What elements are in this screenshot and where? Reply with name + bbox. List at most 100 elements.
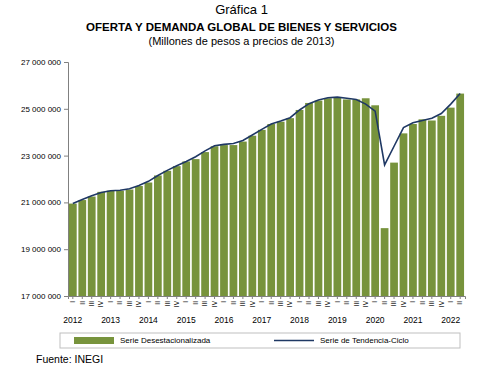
plot: 17 000 00019 000 00021 000 00023 000 000… — [21, 58, 466, 325]
bar — [286, 118, 294, 296]
bar — [343, 99, 351, 296]
x-tick-label: II — [419, 301, 426, 305]
bar — [400, 133, 408, 296]
bar — [154, 175, 162, 296]
y-tick — [64, 202, 68, 203]
year-label: 2017 — [252, 315, 271, 325]
x-tick — [365, 296, 366, 299]
y-axis: 17 000 00019 000 00021 000 00023 000 000… — [21, 58, 69, 301]
x-tick — [450, 296, 451, 299]
bar — [69, 204, 77, 296]
x-tick — [214, 296, 215, 299]
bar — [447, 108, 455, 296]
x-tick-label: IV — [249, 300, 256, 307]
x-tick — [346, 296, 347, 299]
bar — [277, 122, 285, 296]
x-tick — [309, 296, 310, 299]
y-tick — [64, 249, 68, 250]
legend: Serie DesestacionalizadaSerie de Tendenc… — [60, 333, 460, 348]
x-tick — [242, 296, 243, 299]
x-tick-label: I — [220, 301, 227, 303]
x-axis: IIIIIIIVIIIIIIIVIIIIIIIVIIIIIIIVIIIIIIIV… — [69, 296, 466, 307]
x-tick — [176, 296, 177, 299]
x-tick — [195, 296, 196, 299]
trend-line — [73, 94, 460, 204]
x-tick — [394, 296, 395, 299]
bar — [315, 101, 323, 296]
x-tick — [205, 296, 206, 299]
bar — [248, 136, 256, 296]
x-tick-label: II — [116, 301, 123, 305]
bar — [107, 191, 115, 296]
x-tick-label: IV — [97, 300, 104, 307]
x-tick-label: IV — [286, 300, 293, 307]
bar — [333, 97, 341, 296]
x-tick-label: I — [334, 301, 341, 303]
year-label: 2014 — [139, 315, 158, 325]
x-tick — [72, 296, 73, 299]
x-tick-label: IV — [438, 300, 445, 307]
y-tick-label: 17 000 000 — [21, 292, 62, 301]
bar — [163, 171, 171, 296]
bar — [220, 145, 228, 296]
year-label: 2018 — [290, 315, 309, 325]
bar — [390, 163, 398, 296]
x-tick — [167, 296, 168, 299]
x-tick — [280, 296, 281, 299]
bar — [362, 98, 370, 296]
bar — [201, 152, 209, 296]
x-tick — [290, 296, 291, 299]
x-tick-label: II — [343, 301, 350, 305]
x-tick — [233, 296, 234, 299]
x-tick-label: I — [371, 301, 378, 303]
y-axis-line — [64, 63, 69, 297]
x-tick-label: III — [164, 301, 171, 307]
subtitle: (Millones de pesos a precios de 2013) — [149, 35, 335, 47]
x-tick-label: II — [305, 301, 312, 305]
bar — [419, 119, 427, 296]
x-tick-label: IV — [135, 300, 142, 307]
x-tick-label: I — [447, 301, 454, 303]
bar — [173, 166, 181, 296]
x-tick — [384, 296, 385, 299]
year-label: 2015 — [177, 315, 196, 325]
x-tick-label: IV — [211, 300, 218, 307]
x-tick — [157, 296, 158, 299]
x-tick — [412, 296, 413, 299]
year-label: 2012 — [63, 315, 82, 325]
y-tick-label: 19 000 000 — [21, 245, 62, 254]
x-tick-label: I — [69, 301, 76, 303]
x-tick-label: IV — [362, 300, 369, 307]
x-tick — [356, 296, 357, 299]
bar — [437, 116, 445, 296]
x-tick-label: III — [315, 301, 322, 307]
x-tick-label: IV — [173, 300, 180, 307]
x-tick-label: III — [277, 301, 284, 307]
year-label: 2020 — [366, 315, 385, 325]
legend-swatch — [74, 337, 114, 344]
year-label: 2022 — [441, 315, 460, 325]
y-tick — [64, 109, 68, 110]
x-tick-label: III — [428, 301, 435, 307]
bar — [88, 197, 96, 296]
bar — [116, 191, 124, 296]
y-tick — [64, 296, 68, 297]
x-tick — [460, 296, 461, 299]
x-tick-label: I — [258, 301, 265, 303]
bar — [192, 159, 200, 296]
bar — [126, 190, 134, 296]
year-label: 2016 — [215, 315, 234, 325]
x-tick-label: II — [79, 301, 86, 305]
x-tick — [82, 296, 83, 299]
x-tick — [403, 296, 404, 299]
bar — [381, 228, 389, 296]
chart-label: Gráfica 1 — [215, 2, 268, 17]
x-tick — [223, 296, 224, 299]
bar — [239, 142, 247, 296]
x-tick-label: I — [182, 301, 189, 303]
x-tick-label: I — [145, 301, 152, 303]
x-tick — [110, 296, 111, 299]
chart: Gráfica 1OFERTA Y DEMANDA GLOBAL DE BIEN… — [0, 0, 483, 370]
x-tick-label: IV — [400, 300, 407, 307]
x-tick — [441, 296, 442, 299]
